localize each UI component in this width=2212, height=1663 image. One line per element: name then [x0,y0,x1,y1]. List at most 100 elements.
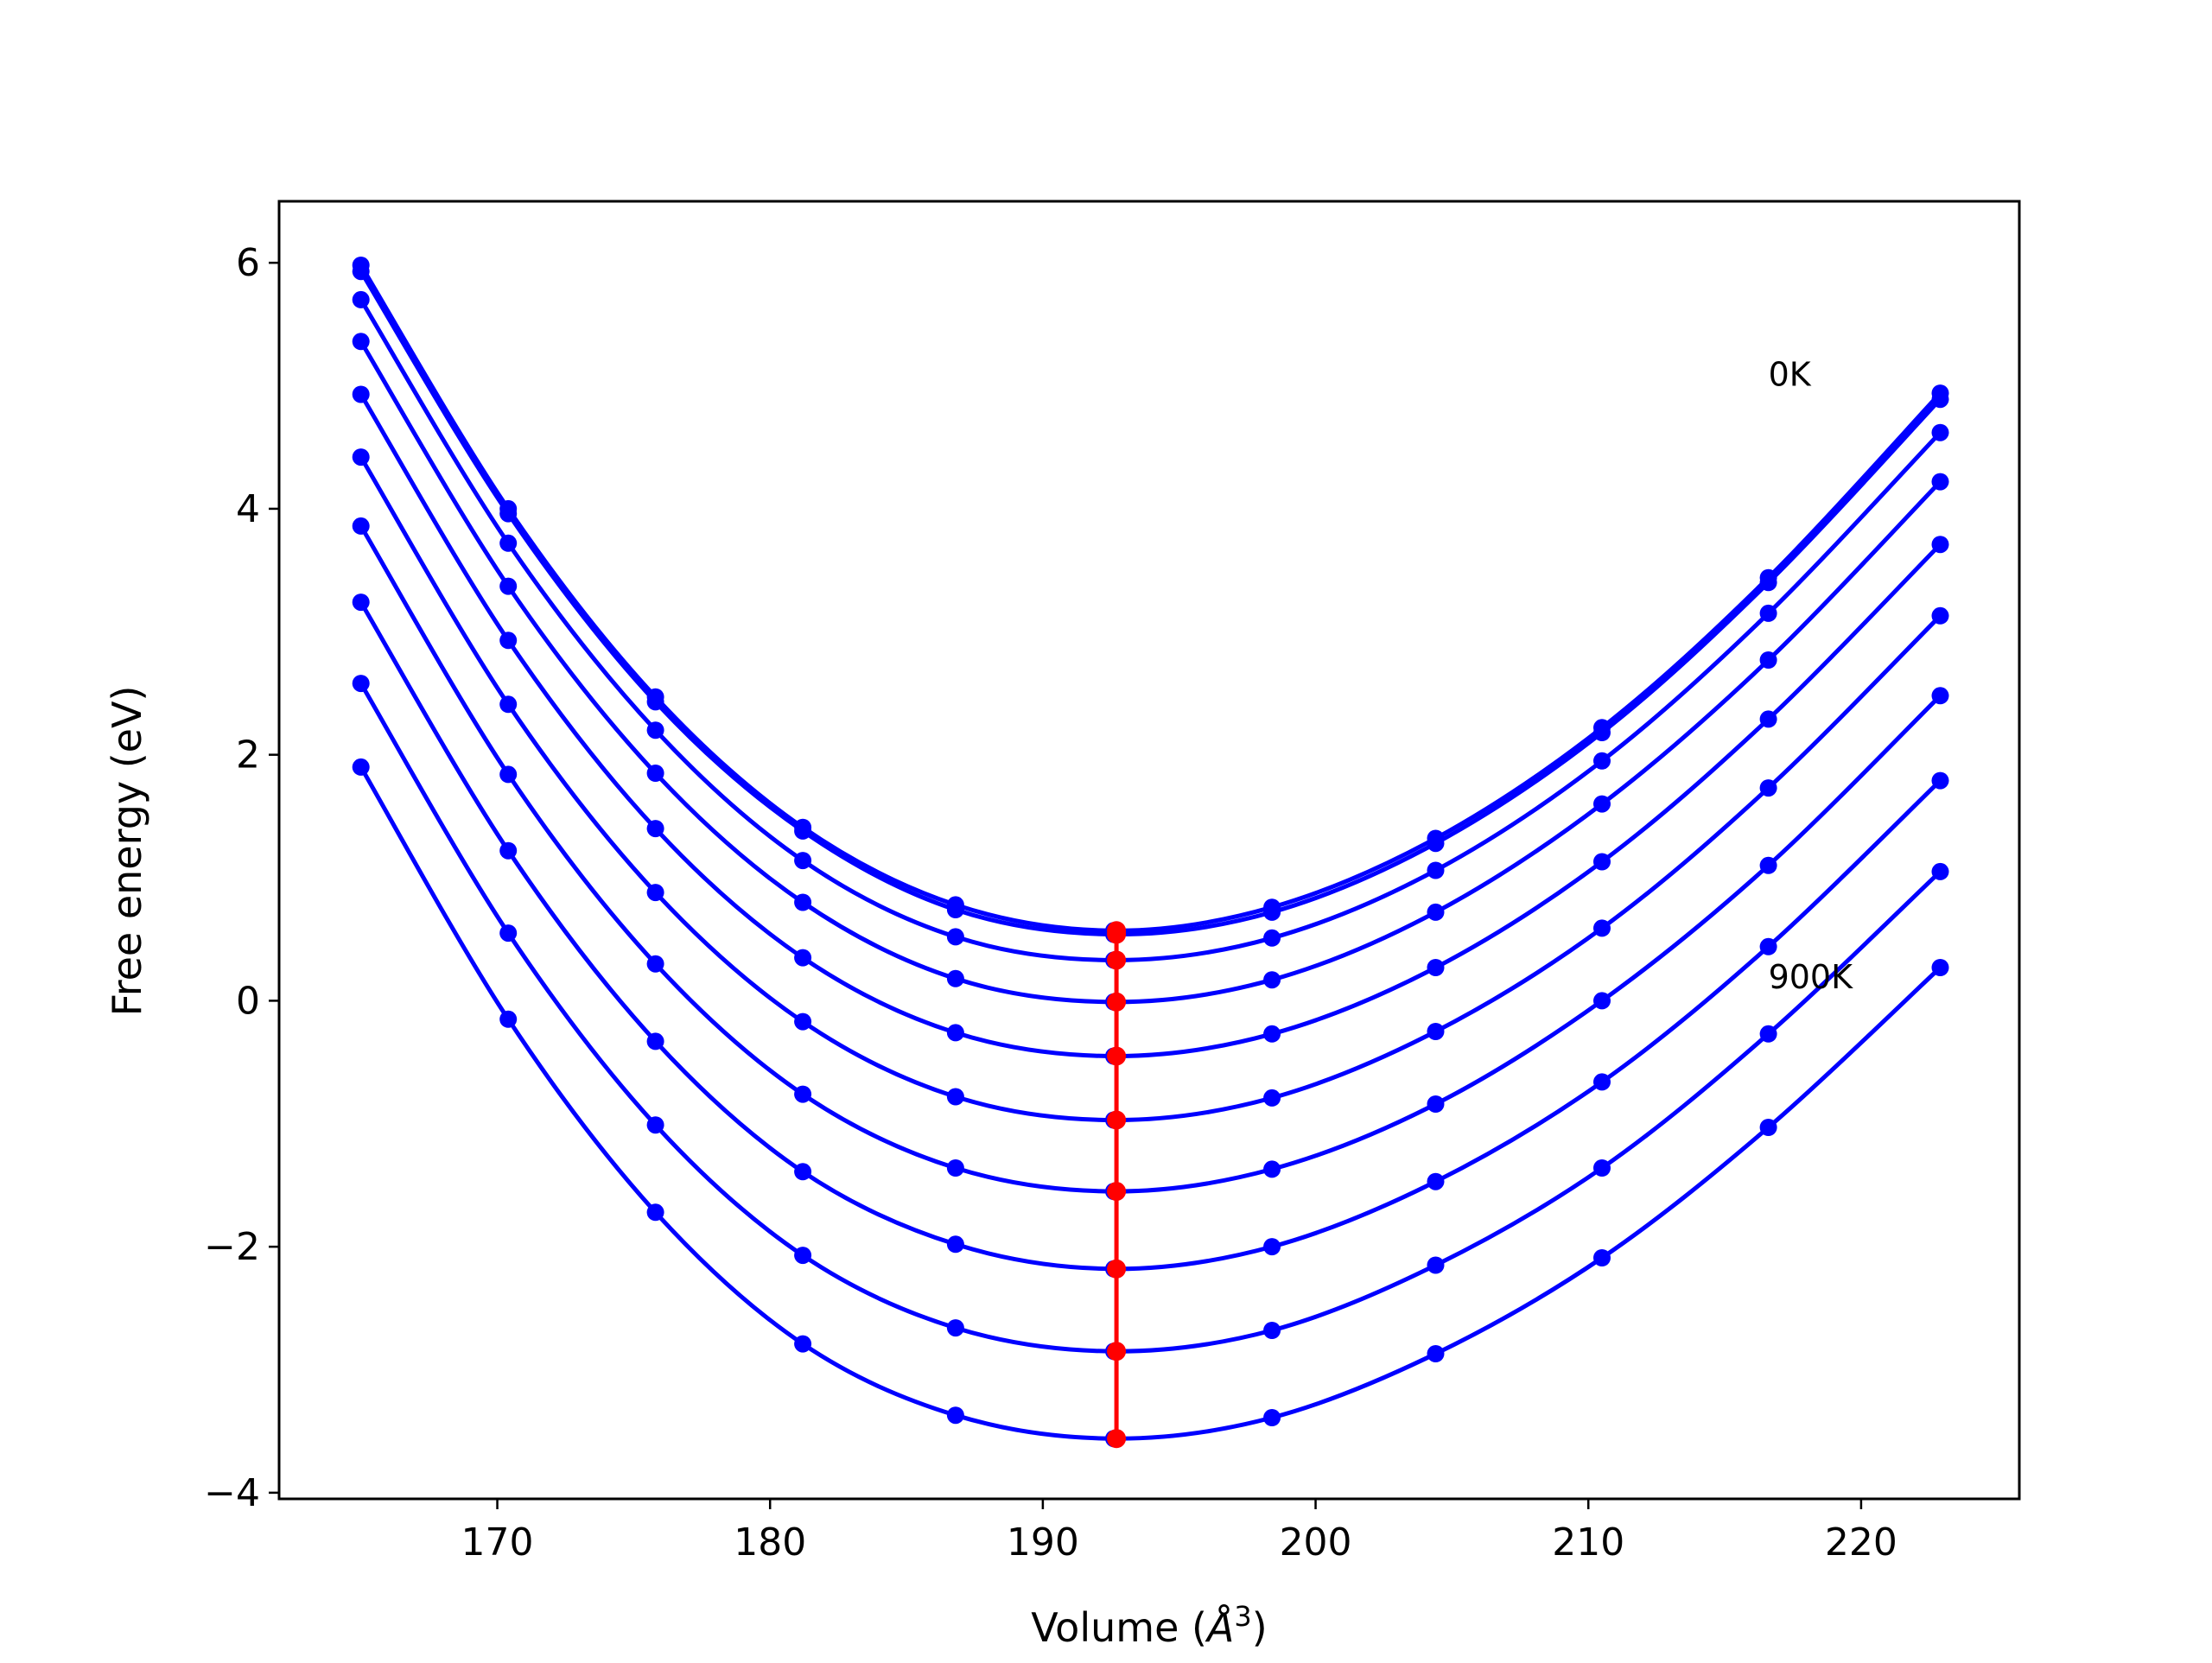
series-8-point [352,675,370,693]
series-8-point [499,924,518,943]
series-3-point [1427,903,1445,921]
series-8-line [359,682,1942,1354]
series-3-point [794,893,812,911]
series-1-point [499,505,518,523]
x-tick-label: 180 [734,1520,806,1565]
series-9-point [794,1335,812,1353]
series-2-point [946,928,964,946]
x-axis-label: Volume (Å3) [1031,1600,1267,1651]
series-6-point [352,517,370,535]
series-7-point [1931,771,1949,790]
series-7-point [646,1032,664,1050]
series-6-point [499,765,518,784]
series-4-point [794,949,812,967]
series-8-point [1427,1256,1445,1274]
series-4-point [646,820,664,838]
series-9-point [1759,1119,1777,1136]
series-4-point [499,632,518,650]
minimum-point [1107,1429,1127,1449]
series-7-point [499,841,518,860]
minimum-point [1107,1342,1127,1362]
series-9-line [359,765,1942,1441]
series-3-point [1593,795,1611,813]
x-axis-ticks: 170 180 190 200 210 220 [461,1499,1897,1565]
x-tick-label: 170 [461,1520,534,1565]
series-2-point [352,290,370,308]
series-0-line [359,263,1942,933]
series-4-point [1593,853,1611,871]
series-6-point [1931,687,1949,705]
plot-frame [277,200,2021,1501]
series-1-point [1931,390,1949,409]
x-tick-label: 200 [1280,1520,1352,1565]
series-9-point [646,1203,664,1222]
series-5-point [1593,919,1611,937]
minimum-point [1107,1259,1127,1279]
series-1-point [1759,574,1777,592]
series-8-point [946,1319,964,1337]
x-axis-label-unit: Å [1205,1604,1234,1651]
series-7-point [794,1163,812,1181]
series-3-point [1931,473,1949,491]
x-tick-label: 210 [1552,1520,1624,1565]
series-7-point [1593,1073,1611,1091]
series-7-point [946,1235,964,1254]
y-tick-label: 2 [236,733,260,778]
series-8-point [794,1247,812,1265]
series-2-point [1263,929,1281,947]
y-tick-label: 4 [236,487,260,531]
series-3-point [1759,651,1777,669]
series-3-point [1263,971,1281,989]
series-8-point [1263,1322,1281,1339]
minimum-point [1107,950,1127,970]
series-2-point [499,534,518,552]
series-9-point [352,758,370,776]
series-1-point [352,263,370,281]
series-9-point [946,1406,964,1425]
series-5-point [794,1012,812,1031]
series-5-point [1263,1089,1281,1107]
series-6-point [1759,856,1777,874]
minimum-point [1107,1110,1127,1130]
series-6-point [946,1159,964,1177]
series-1-line [359,270,1942,937]
series-9-point [499,1010,518,1028]
y-axis-label: Free energy (eV) [104,686,150,1017]
series-3-point [499,577,518,595]
series-8-point [1931,862,1949,880]
series-2-point [1759,604,1777,622]
x-axis-label-exponent: 3 [1234,1600,1251,1633]
series-6-point [1427,1095,1445,1113]
series-7-point [1263,1238,1281,1256]
series-4-line [359,393,1942,1059]
series-4-point [1427,959,1445,976]
y-tick-label: 0 [236,979,260,1023]
series-5-point [646,884,664,902]
y-tick-label: −2 [204,1225,260,1269]
series-4-point [1759,710,1777,728]
series-2-point [1593,752,1611,770]
series-8-point [1759,1025,1777,1043]
series-5-point [1759,779,1777,797]
minimum-point [1107,924,1127,944]
series-8-point [646,1116,664,1134]
curve-annotation: 900K [1769,958,1854,996]
series-9-point [1263,1409,1281,1426]
points-layer [352,257,1949,1448]
series-9-point [1593,1249,1611,1266]
x-tick-label: 220 [1825,1520,1897,1565]
series-5-point [352,448,370,467]
minimum-point [1107,1182,1127,1202]
series-1-point [946,901,964,918]
series-6-point [1593,992,1611,1010]
series-7-point [1427,1172,1445,1190]
y-tick-label: −4 [204,1471,260,1515]
series-2-point [646,721,664,739]
series-6-point [646,955,664,973]
series-4-point [352,385,370,403]
series-7-point [1759,937,1777,955]
series-1-point [1427,835,1445,853]
minima-layer [1107,921,1127,1449]
